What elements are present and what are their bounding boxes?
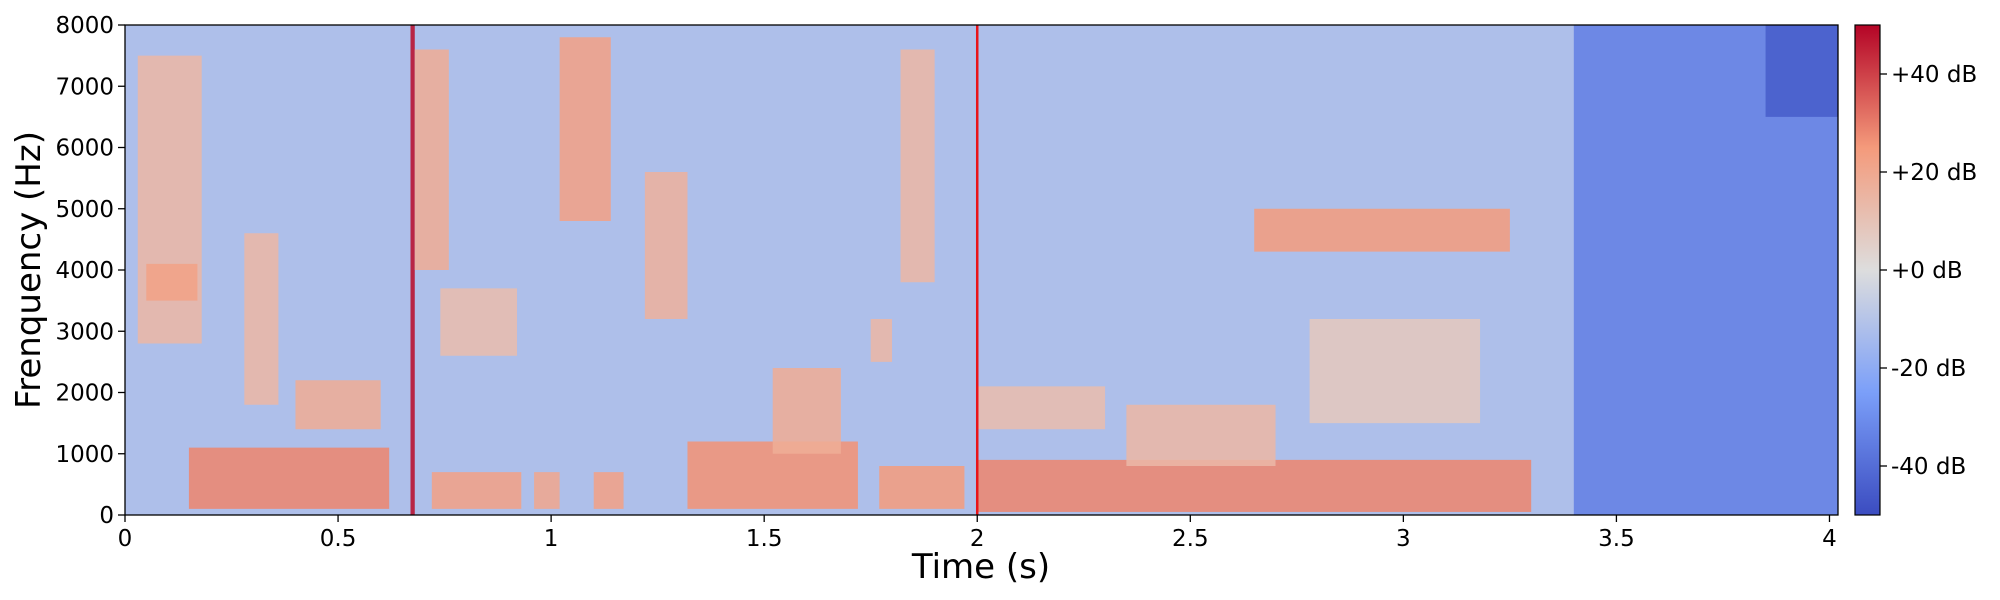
- high-energy-region-17: [977, 459, 1532, 512]
- x-tick-label: 1.5: [746, 526, 783, 552]
- y-tick-label: 2000: [55, 381, 114, 407]
- colorbar-tick-label: -40 dB: [1891, 454, 1966, 480]
- colorbar-tick-label: +20 dB: [1891, 160, 1977, 186]
- y-axis-label: Frenquency (Hz): [9, 131, 49, 409]
- high-energy-region-2: [188, 447, 390, 509]
- x-tick-label: 4: [1822, 526, 1837, 552]
- x-tick-label: 0: [118, 526, 133, 552]
- low-energy-region-0: [410, 25, 415, 515]
- y-tick-label: 1000: [55, 442, 114, 468]
- high-energy-region-16: [900, 49, 935, 283]
- x-tick-label: 3.5: [1598, 526, 1635, 552]
- high-energy-region-14: [870, 319, 893, 362]
- y-tick-label: 5000: [55, 197, 114, 223]
- high-energy-region-4: [295, 380, 381, 430]
- spectrogram-cells: [137, 25, 1838, 515]
- y-tick-label: 4000: [55, 258, 114, 284]
- high-energy-region-15: [879, 466, 965, 509]
- x-tick-label: 3: [1396, 526, 1411, 552]
- x-tick-label: 1: [544, 526, 559, 552]
- colorbar-tick-label: -20 dB: [1891, 356, 1966, 382]
- colorbar-tick-label: +40 dB: [1891, 62, 1977, 88]
- x-axis-ticks: 0 0.5 1 1.5 2 2.5 3 3.5 4: [118, 515, 1837, 552]
- colorbar: [1854, 24, 1881, 516]
- x-tick-label: 2: [970, 526, 985, 552]
- y-tick-label: 3000: [55, 319, 114, 345]
- x-axis-label: Time (s): [911, 547, 1050, 587]
- high-energy-region-8: [534, 472, 560, 509]
- high-energy-region-11: [644, 172, 688, 319]
- y-axis-ticks: 0 1000 2000 3000 4000 5000 6000 7000 8000: [55, 13, 125, 529]
- low-energy-region-2: [1765, 25, 1838, 117]
- high-energy-region-7: [440, 288, 518, 356]
- high-energy-region-6: [431, 472, 522, 509]
- y-tick-label: 0: [99, 503, 114, 529]
- high-energy-region-9: [559, 37, 611, 221]
- high-energy-region-19: [1126, 404, 1276, 466]
- high-energy-region-3: [244, 233, 279, 405]
- high-energy-region-18: [977, 386, 1106, 430]
- high-energy-region-10: [593, 472, 624, 509]
- high-energy-region-21: [1309, 319, 1481, 424]
- high-energy-region-5: [414, 49, 449, 270]
- high-energy-region-1: [146, 263, 198, 301]
- x-tick-label: 0.5: [320, 526, 357, 552]
- x-tick-label: 2.5: [1172, 526, 1209, 552]
- colorbar-tick-label: +0 dB: [1891, 258, 1963, 284]
- high-energy-region-20: [1254, 208, 1510, 252]
- high-energy-region-13: [772, 368, 841, 454]
- y-tick-label: 8000: [55, 13, 114, 39]
- y-tick-label: 7000: [55, 74, 114, 100]
- y-tick-label: 6000: [55, 136, 114, 162]
- spectrogram-plot-area: [125, 25, 1838, 515]
- colorbar-ticks: +40 dB +20 dB +0 dB -20 dB -40 dB: [1880, 62, 1977, 480]
